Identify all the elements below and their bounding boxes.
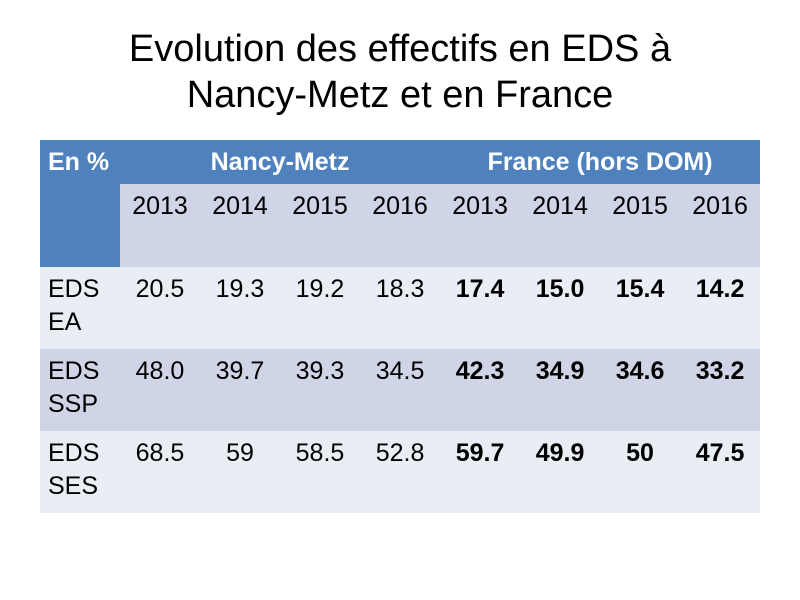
- cell-france: 34.9: [520, 349, 601, 431]
- table-row-eds-ses: EDS SES 68.5 59 58.5 52.8 59.7 49.9 50 4…: [40, 431, 761, 513]
- year-header: 2014: [200, 184, 280, 267]
- table-row-eds-ea: EDS EA 20.5 19.3 19.2 18.3 17.4 15.0 15.…: [40, 267, 761, 349]
- cell-france: 15.4: [600, 267, 681, 349]
- cell-france: 17.4: [440, 267, 521, 349]
- enrollment-table: En % Nancy-Metz France (hors DOM) 2013 2…: [40, 140, 761, 513]
- cell-nancy-metz: 52.8: [360, 431, 441, 513]
- cell-nancy-metz: 58.5: [280, 431, 360, 513]
- cell-nancy-metz: 34.5: [360, 349, 441, 431]
- cell-nancy-metz: 19.3: [200, 267, 280, 349]
- group-header-nancy-metz: Nancy-Metz: [120, 140, 441, 184]
- year-header: 2015: [600, 184, 681, 267]
- table-row-eds-ssp: EDS SSP 48.0 39.7 39.3 34.5 42.3 34.9 34…: [40, 349, 761, 431]
- title-line-2: Nancy-Metz et en France: [186, 74, 614, 116]
- cell-nancy-metz: 39.3: [280, 349, 360, 431]
- cell-france: 59.7: [440, 431, 521, 513]
- group-header-france: France (hors DOM): [440, 140, 761, 184]
- cell-france: 15.0: [520, 267, 601, 349]
- year-header: 2016: [680, 184, 761, 267]
- cell-france: 49.9: [520, 431, 601, 513]
- year-header: 2013: [120, 184, 200, 267]
- title-line-1: Evolution des effectifs en EDS à: [128, 28, 672, 70]
- cell-nancy-metz: 48.0: [120, 349, 200, 431]
- cell-france: 50: [600, 431, 681, 513]
- year-header: 2015: [280, 184, 360, 267]
- cell-nancy-metz: 18.3: [360, 267, 441, 349]
- row-label: EDS SES: [40, 431, 120, 513]
- cell-france: 42.3: [440, 349, 521, 431]
- cell-france: 33.2: [680, 349, 761, 431]
- cell-france: 47.5: [680, 431, 761, 513]
- year-header: 2013: [440, 184, 521, 267]
- row-label: EDS EA: [40, 267, 120, 349]
- cell-nancy-metz: 20.5: [120, 267, 200, 349]
- year-header: 2014: [520, 184, 601, 267]
- cell-nancy-metz: 68.5: [120, 431, 200, 513]
- cell-france: 34.6: [600, 349, 681, 431]
- table-corner-label: En %: [40, 140, 120, 267]
- row-label: EDS SSP: [40, 349, 120, 431]
- cell-nancy-metz: 39.7: [200, 349, 280, 431]
- slide-title: Evolution des effectifs en EDS à Nancy-M…: [0, 26, 800, 118]
- year-header: 2016: [360, 184, 441, 267]
- cell-france: 14.2: [680, 267, 761, 349]
- cell-nancy-metz: 59: [200, 431, 280, 513]
- cell-nancy-metz: 19.2: [280, 267, 360, 349]
